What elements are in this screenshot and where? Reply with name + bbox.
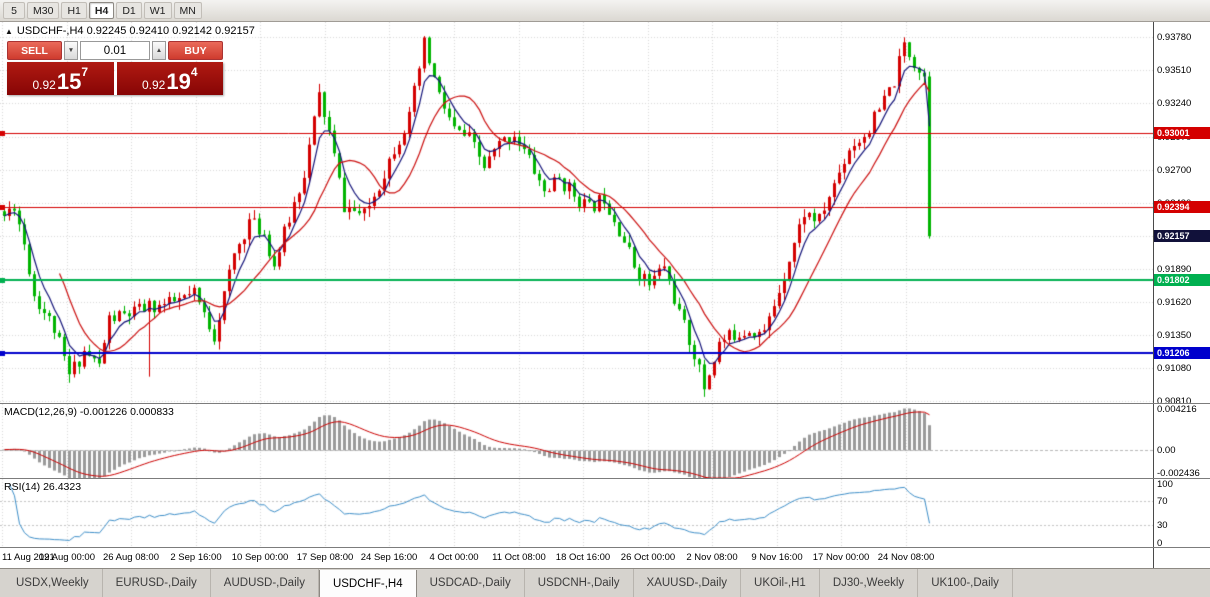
one-click-price-row: 0.92 15 7 0.92 19 4 [7, 62, 223, 95]
chart-tabbar: USDX,Weekly EURUSD-,Daily AUDUSD-,Daily … [0, 568, 1210, 597]
price-axis-label: 0.93240 [1157, 98, 1192, 109]
rsi-axis-label: 0 [1157, 538, 1163, 547]
buy-price-point: 4 [190, 65, 198, 79]
rsi-axis-label: 30 [1157, 520, 1168, 531]
macd-axis-label: 0.00 [1157, 444, 1176, 456]
one-click-collapse-icon[interactable]: ▲ [5, 26, 13, 36]
time-axis-label: 2 Nov 08:00 [686, 552, 738, 563]
time-axis-label: 18 Oct 16:00 [555, 552, 611, 563]
one-click-trading-widget: SELL ▼ ▲ BUY 0.92 15 7 0.92 [7, 41, 223, 95]
one-click-order-row: SELL ▼ ▲ BUY [7, 41, 223, 60]
price-axis-label: 0.91350 [1157, 330, 1192, 341]
chart-stack: ▲ USDCHF-,H4 0.92245 0.92410 0.92142 0.9… [0, 22, 1210, 568]
price-level-badge: 0.91802 [1154, 274, 1210, 286]
time-axis-label: 4 Oct 00:00 [429, 552, 479, 563]
buy-price-display[interactable]: 0.92 19 4 [116, 62, 223, 95]
sell-price-prefix: 0.92 [32, 78, 56, 92]
volume-decrease-button[interactable]: ▼ [64, 41, 78, 60]
ohlc-text: USDCHF-,H4 0.92245 0.92410 0.92142 0.921… [16, 25, 255, 37]
time-axis-label: 26 Oct 00:00 [620, 552, 676, 563]
price-level-badge: 0.92157 [1154, 230, 1210, 242]
main-chart-plot: ▲ USDCHF-,H4 0.92245 0.92410 0.92142 0.9… [0, 22, 1153, 403]
time-axis-label: 24 Sep 16:00 [360, 552, 418, 563]
rsi-plot: RSI(14) 26.4323 [0, 479, 1153, 547]
timeframe-mn-button[interactable]: MN [173, 2, 202, 19]
main-chart-pane: ▲ USDCHF-,H4 0.92245 0.92410 0.92142 0.9… [0, 22, 1210, 404]
timeframe-h1-button[interactable]: H1 [61, 2, 87, 19]
sell-price-display[interactable]: 0.92 15 7 [7, 62, 114, 95]
timeframe-d1-button[interactable]: D1 [116, 2, 142, 19]
tab-usdx-weekly[interactable]: USDX,Weekly [3, 569, 103, 597]
macd-indicator-label: MACD(12,26,9) -0.001226 0.000833 [4, 406, 174, 418]
macd-canvas[interactable] [0, 404, 1153, 478]
volume-input[interactable] [80, 41, 150, 60]
sell-price-pips: 15 [56, 69, 82, 94]
time-axis-label: 17 Sep 08:00 [296, 552, 354, 563]
price-axis-label: 0.93510 [1157, 65, 1192, 76]
macd-pane: MACD(12,26,9) -0.001226 0.000833 0.00421… [0, 404, 1210, 479]
rsi-axis-label: 100 [1157, 479, 1173, 490]
time-axis-label: 26 Aug 08:00 [103, 552, 159, 563]
time-axis-label: 24 Nov 08:00 [877, 552, 935, 563]
price-axis[interactable]: 0.937800.935100.932400.929700.927000.924… [1153, 22, 1210, 403]
timeframe-w1-button[interactable]: W1 [143, 2, 172, 19]
price-axis-label: 0.91080 [1157, 363, 1192, 374]
tab-usdcnh-daily[interactable]: USDCNH-,Daily [525, 569, 634, 597]
time-axis-label: 10 Sep 00:00 [231, 552, 289, 563]
time-axis-row: 11 Aug 2021 19 Aug 00:00 26 Aug 08:00 2 Sep… [0, 548, 1210, 568]
volume-increase-button[interactable]: ▲ [152, 41, 166, 60]
tab-ukoil-h1[interactable]: UKOil-,H1 [741, 569, 820, 597]
time-axis-label: 17 Nov 00:00 [812, 552, 870, 563]
macd-axis-label: -0.002436 [1157, 468, 1200, 478]
price-level-badge: 0.91206 [1154, 347, 1210, 359]
timeframe-h4-button[interactable]: H4 [88, 2, 115, 19]
macd-axis-label: 0.004216 [1157, 404, 1197, 415]
timeframe-m30-button[interactable]: M30 [27, 2, 60, 19]
time-axis-label: 11 Aug 2021 [2, 552, 55, 563]
macd-plot: MACD(12,26,9) -0.001226 0.000833 [0, 404, 1153, 478]
price-axis-label: 0.92700 [1157, 165, 1192, 176]
sell-price-point: 7 [81, 65, 89, 79]
price-axis-label: 0.93780 [1157, 32, 1192, 43]
rsi-pane: RSI(14) 26.4323 100 70 30 0 [0, 479, 1210, 548]
rsi-canvas[interactable] [0, 479, 1153, 547]
rsi-axis-label: 70 [1157, 496, 1168, 507]
tab-xauusd-daily[interactable]: XAUUSD-,Daily [634, 569, 742, 597]
time-axis-label: 19 Aug 00:00 [39, 552, 95, 563]
timeframe-m5-button[interactable]: 5 [3, 2, 25, 19]
time-axis-label: 11 Oct 08:00 [492, 552, 546, 563]
price-axis-label: 0.91890 [1157, 264, 1192, 275]
ohlc-info-bar: ▲ USDCHF-,H4 0.92245 0.92410 0.92142 0.9… [5, 25, 255, 37]
time-axis-label: 9 Nov 16:00 [751, 552, 803, 563]
price-level-badge: 0.92394 [1154, 201, 1210, 213]
tab-usdcad-daily[interactable]: USDCAD-,Daily [417, 569, 525, 597]
time-axis-corner [1153, 548, 1210, 568]
sell-button[interactable]: SELL [7, 41, 62, 60]
rsi-axis[interactable]: 100 70 30 0 [1153, 479, 1210, 547]
time-axis[interactable]: 11 Aug 2021 19 Aug 00:00 26 Aug 08:00 2 Sep… [0, 548, 1153, 568]
tab-dj30-weekly[interactable]: DJ30-,Weekly [820, 569, 919, 597]
price-level-badge: 0.93001 [1154, 127, 1210, 139]
tab-usdchf-h4[interactable]: USDCHF-,H4 [318, 570, 417, 597]
tab-uk100-daily[interactable]: UK100-,Daily [918, 569, 1013, 597]
price-axis-label: 0.91620 [1157, 297, 1192, 308]
macd-axis[interactable]: 0.004216 0.00 -0.002436 [1153, 404, 1210, 478]
tab-eurusd-daily[interactable]: EURUSD-,Daily [103, 569, 211, 597]
time-axis-label: 2 Sep 16:00 [170, 552, 222, 563]
rsi-indicator-label: RSI(14) 26.4323 [4, 481, 82, 493]
price-axis-label: 0.90810 [1157, 396, 1192, 403]
buy-price-pips: 19 [166, 69, 191, 94]
buy-button[interactable]: BUY [168, 41, 223, 60]
timeframe-toolbar: 5 M30 H1 H4 D1 W1 MN [0, 0, 1210, 22]
tab-audusd-daily[interactable]: AUDUSD-,Daily [211, 569, 319, 597]
buy-price-prefix: 0.92 [141, 78, 166, 92]
